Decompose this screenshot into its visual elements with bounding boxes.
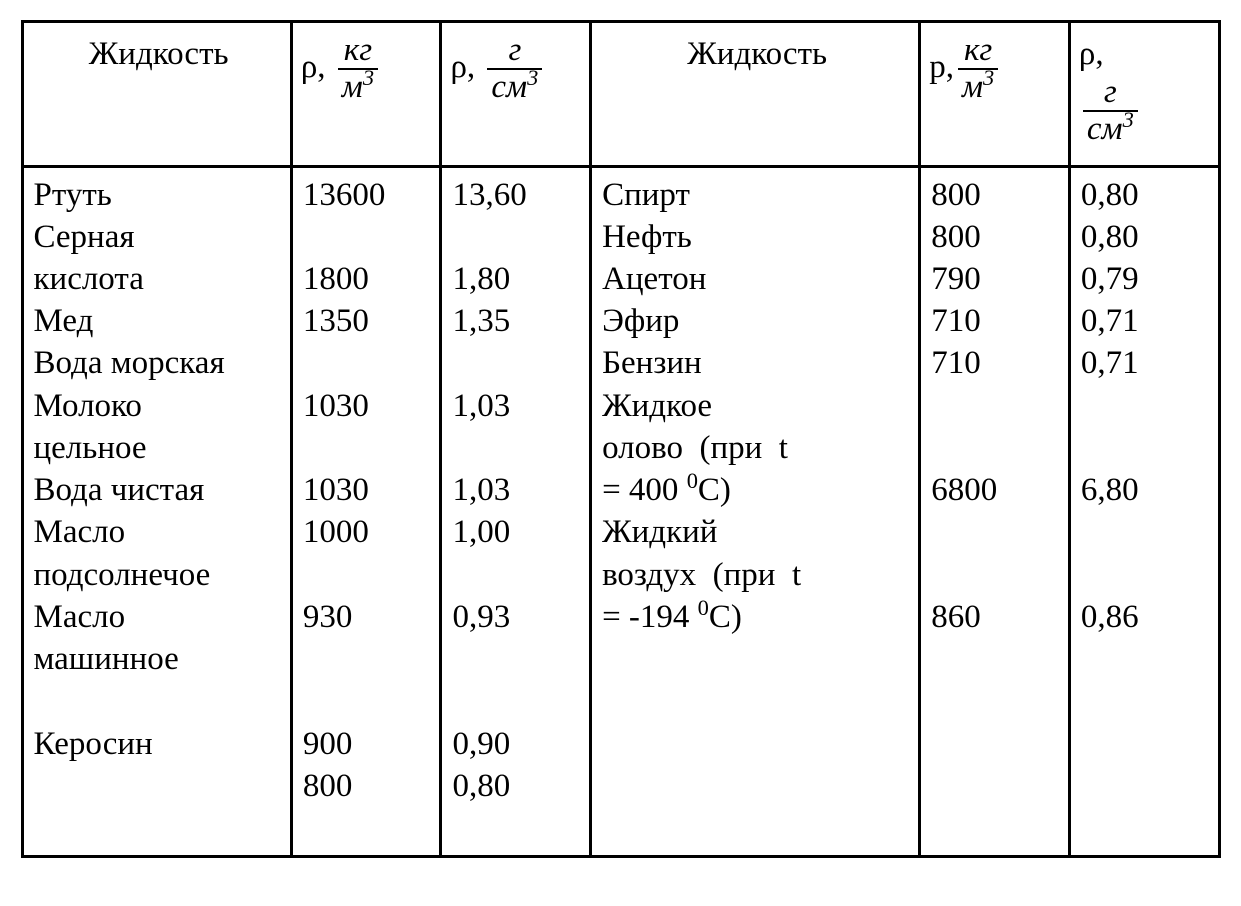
unit-g-cm3: г см3 (487, 33, 542, 106)
table-head: Жидкость ρ, кг м3 ρ, г см3 (22, 22, 1219, 167)
header-rho-kg-m3-left: ρ, кг м3 (291, 22, 441, 167)
rho-symbol: ρ (450, 49, 466, 85)
rho-symbol: ρ (301, 49, 317, 85)
density-table-page: Жидкость ρ, кг м3 ρ, г см3 (21, 20, 1221, 858)
left-kgm3-cell: 13600 18001350 1030 10301000 930 900800 (291, 166, 441, 857)
header-rho-g-cm3-left: ρ, г см3 (441, 22, 591, 167)
unit-kg-m3: кг м3 (958, 33, 998, 106)
header-rho-kg-m3-right: р, кг м3 (920, 22, 1070, 167)
right-kgm3-cell: 800800790710710 6800 860 (920, 166, 1070, 857)
unit-kg-m3: кг м3 (338, 33, 378, 106)
right-names-cell: СпиртНефтьАцетонЭфирБензинЖидкоеолово (п… (591, 166, 920, 857)
right-gcm3-cell: 0,800,800,790,710,71 6,80 0,86 (1069, 166, 1219, 857)
header-liquid-right-label: Жидкость (687, 36, 827, 72)
rho-symbol-latin: р (929, 49, 946, 85)
density-table: Жидкость ρ, кг м3 ρ, г см3 (21, 20, 1221, 858)
header-liquid-left: Жидкость (22, 22, 291, 167)
header-rho-g-cm3-right: ρ, г см3 (1069, 22, 1219, 167)
header-liquid-right: Жидкость (591, 22, 920, 167)
header-liquid-left-label: Жидкость (89, 36, 229, 72)
rho-symbol: ρ (1079, 36, 1095, 72)
left-names-cell: РтутьСернаякислотаМедВода морскаяМолокоц… (22, 166, 291, 857)
unit-g-cm3: г см3 (1083, 75, 1138, 148)
table-body: РтутьСернаякислотаМедВода морскаяМолокоц… (22, 166, 1219, 857)
left-gcm3-cell: 13,60 1,801,35 1,03 1,031,00 0,93 0,900,… (441, 166, 591, 857)
